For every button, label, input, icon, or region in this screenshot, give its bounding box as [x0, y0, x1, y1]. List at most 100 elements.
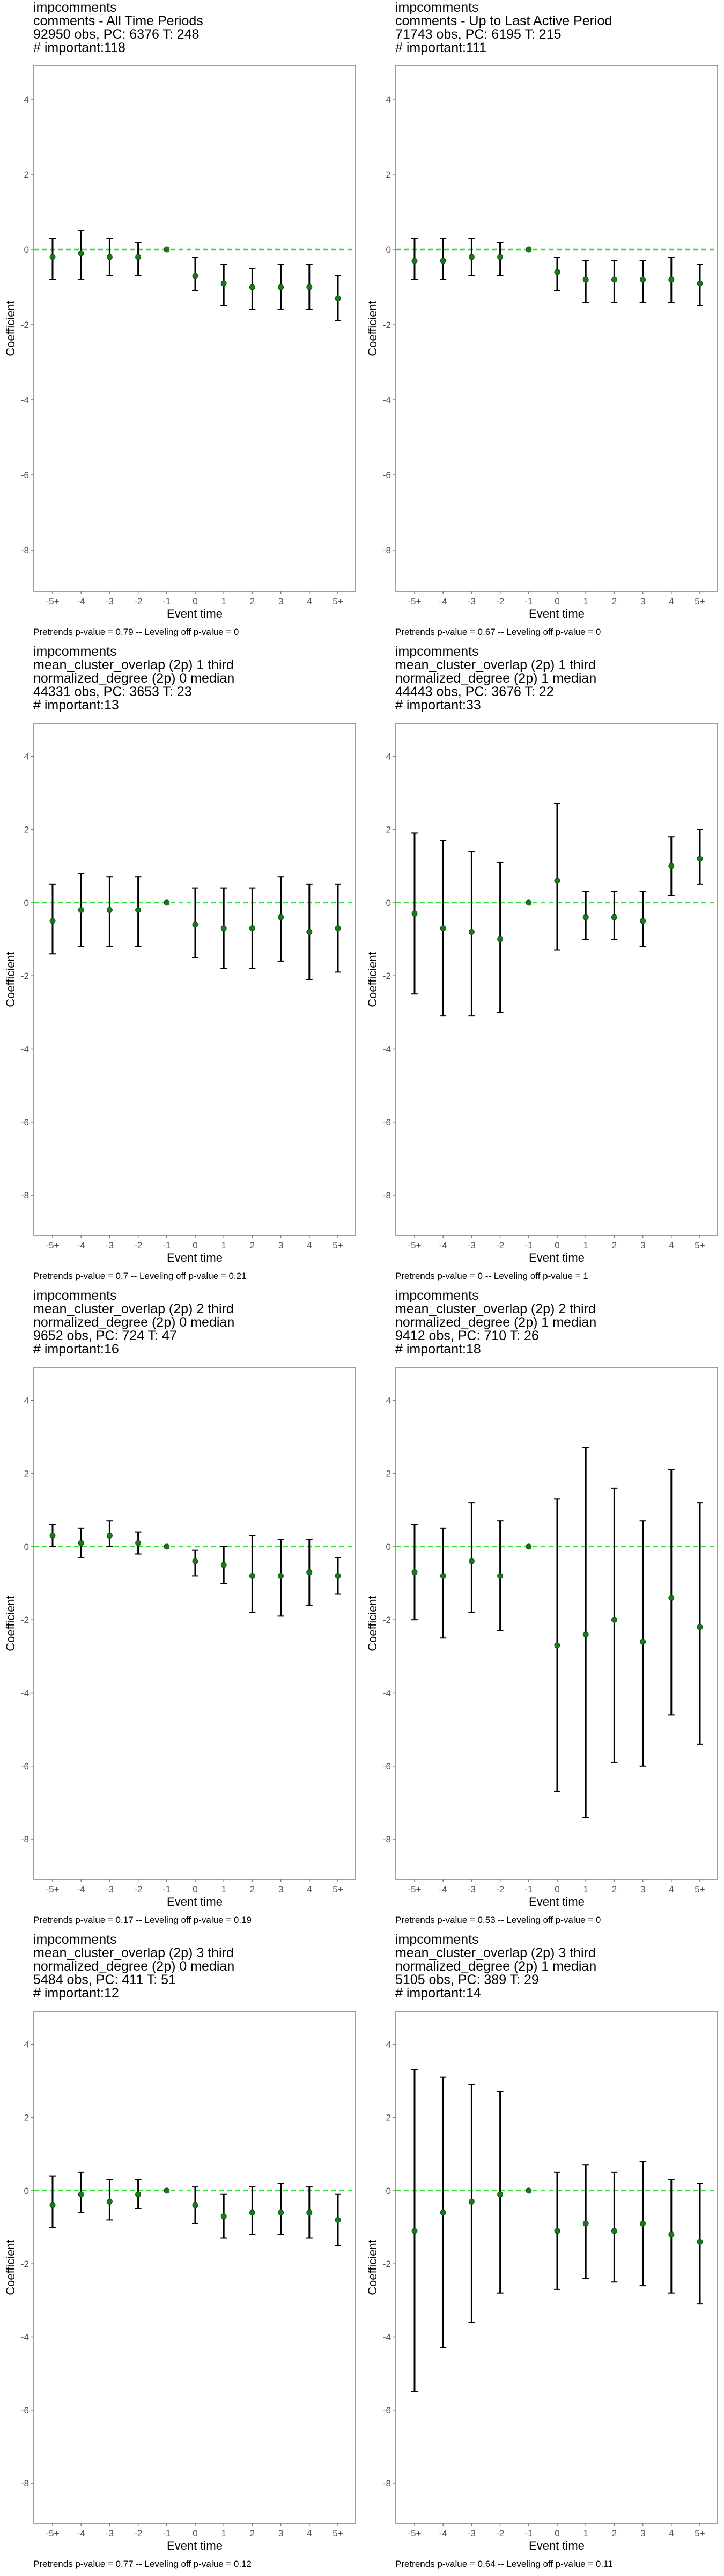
y-tick-label: 2: [386, 825, 391, 835]
pvalue-note: Pretrends p-value = 0.79 -- Leveling off…: [33, 627, 239, 637]
x-tick-label: 1: [221, 1240, 226, 1250]
y-tick-label: 0: [386, 898, 391, 908]
y-tick-label: 2: [386, 2113, 391, 2123]
data-point: [135, 907, 142, 913]
plot-frame: [395, 2011, 718, 2524]
x-tick-label: 3: [278, 1884, 283, 1894]
data-point: [468, 2198, 475, 2205]
data-point: [640, 276, 646, 283]
y-tick-label: -2: [21, 1615, 29, 1625]
y-tick-label: -6: [383, 470, 391, 480]
x-tick-label: 5+: [695, 596, 705, 606]
data-point: [640, 918, 646, 924]
x-tick-label: -2: [134, 596, 142, 606]
x-axis-title: Event time: [167, 1895, 223, 1908]
x-tick-label: -2: [134, 2528, 142, 2538]
data-point: [582, 2220, 589, 2227]
x-axis-title: Event time: [167, 2539, 223, 2552]
y-axis-title: Coefficient: [4, 1596, 17, 1651]
x-tick-label: 0: [555, 1240, 559, 1250]
data-point: [335, 295, 341, 302]
x-tick-label: -1: [162, 1884, 171, 1894]
x-tick-label: -3: [106, 2528, 114, 2538]
chart-panel: impcomments comments - Up to Last Active …: [362, 0, 724, 644]
data-point: [697, 280, 703, 287]
chart-title-line: normalized_degree (2p) 1 median: [395, 671, 597, 686]
y-tick-label: -4: [21, 2332, 29, 2342]
y-tick-label: -4: [21, 395, 29, 405]
data-point: [582, 276, 589, 283]
data-point: [335, 2216, 341, 2223]
y-tick-label: -2: [383, 1615, 391, 1625]
data-point: [249, 925, 255, 932]
x-tick-label: 4: [669, 1884, 674, 1894]
x-tick-label: 1: [583, 2528, 588, 2538]
x-tick-label: 4: [669, 1240, 674, 1250]
chart-title-line: # important:14: [395, 1986, 481, 2001]
x-tick-label: 4: [307, 1240, 312, 1250]
data-point: [278, 284, 284, 290]
y-tick-label: -8: [383, 1190, 391, 1201]
data-point: [697, 1624, 703, 1630]
chart-panel: impcomments comments - All Time Periods 92…: [0, 0, 362, 644]
data-point: [668, 863, 675, 869]
y-tick-label: -6: [383, 2405, 391, 2416]
data-point: [611, 1616, 617, 1623]
x-tick-label: 0: [193, 2528, 197, 2538]
data-point: [526, 2187, 532, 2194]
data-point: [440, 2209, 446, 2216]
y-tick-label: 2: [24, 825, 29, 835]
data-point: [164, 2187, 170, 2194]
data-point: [278, 914, 284, 920]
data-point: [582, 1631, 589, 1637]
x-tick-label: -1: [162, 1240, 171, 1250]
data-point: [497, 1572, 504, 1579]
y-tick-label: -8: [21, 2478, 29, 2489]
x-tick-label: 2: [612, 1240, 617, 1250]
y-tick-label: 4: [24, 94, 29, 105]
x-axis-title: Event time: [529, 607, 585, 620]
chart-panel: impcomments mean_cluster_overlap (2p) 3 t…: [0, 1932, 362, 2576]
y-tick-label: -8: [383, 2478, 391, 2489]
y-tick-label: 0: [386, 245, 391, 255]
x-tick-label: 5+: [333, 2528, 343, 2538]
data-point: [668, 276, 675, 283]
data-point: [411, 910, 418, 917]
x-tick-label: -3: [106, 596, 114, 606]
data-point: [106, 254, 113, 260]
data-point: [49, 254, 56, 260]
y-tick-label: -2: [21, 971, 29, 981]
data-point: [526, 1543, 532, 1550]
pvalue-note: Pretrends p-value = 0.7 -- Leveling off …: [33, 1271, 247, 1281]
x-tick-label: -1: [524, 1884, 533, 1894]
chart-title-line: 71743 obs, PC: 6195 T: 215: [395, 27, 562, 42]
x-tick-label: 3: [640, 1240, 645, 1250]
chart-title-line: impcomments: [395, 0, 479, 15]
pvalue-note: Pretrends p-value = 0 -- Leveling off p-…: [395, 1271, 588, 1281]
y-axis-title: Coefficient: [366, 952, 379, 1007]
y-tick-label: -4: [21, 1044, 29, 1054]
x-tick-label: -3: [106, 1240, 114, 1250]
data-point: [668, 1594, 675, 1601]
x-tick-label: 1: [221, 1884, 226, 1894]
x-tick-label: -5+: [408, 2528, 421, 2538]
chart-title-line: impcomments: [33, 644, 117, 659]
y-tick-label: -6: [383, 1761, 391, 1772]
chart-title-line: # important:18: [395, 1342, 481, 1357]
x-tick-label: 1: [221, 2528, 226, 2538]
x-tick-label: -5+: [408, 596, 421, 606]
y-tick-label: -8: [21, 1834, 29, 1845]
data-point: [554, 1642, 560, 1649]
data-point: [306, 2209, 313, 2216]
chart-title: impcomments comments - Up to Last Active …: [395, 1, 717, 55]
x-tick-label: -4: [77, 1240, 85, 1250]
data-point: [526, 246, 532, 253]
chart-title-line: mean_cluster_overlap (2p) 2 third: [395, 1301, 596, 1316]
chart-title-line: impcomments: [395, 1288, 479, 1303]
y-tick-label: -8: [21, 1190, 29, 1201]
chart-panel: impcomments mean_cluster_overlap (2p) 1 t…: [362, 644, 724, 1288]
pvalue-note: Pretrends p-value = 0.67 -- Leveling off…: [395, 627, 601, 637]
chart-panel: impcomments mean_cluster_overlap (2p) 3 t…: [362, 1932, 724, 2576]
y-tick-label: 2: [24, 1469, 29, 1479]
chart-svg: -8 -6 -4 -2 0 2 4 -5+ -4 -3 -2 -1 0 1 2 3 4 5+ Event time C…: [4, 65, 356, 620]
